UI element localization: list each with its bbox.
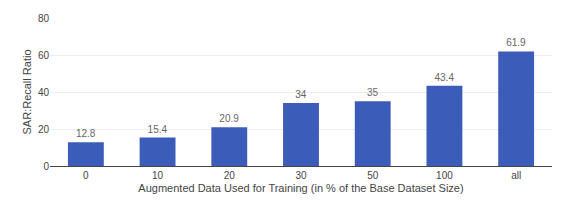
svg-text:80: 80 bbox=[38, 13, 50, 24]
svg-text:34: 34 bbox=[295, 89, 307, 100]
svg-text:SAR:Recall Ratio: SAR:Recall Ratio bbox=[21, 50, 33, 135]
svg-text:15.4: 15.4 bbox=[148, 124, 168, 135]
svg-text:40: 40 bbox=[38, 87, 50, 98]
svg-text:20.9: 20.9 bbox=[219, 113, 239, 124]
svg-text:30: 30 bbox=[295, 170, 307, 181]
svg-text:12.8: 12.8 bbox=[76, 128, 96, 139]
svg-text:all: all bbox=[511, 170, 521, 181]
svg-text:10: 10 bbox=[152, 170, 164, 181]
svg-text:43.4: 43.4 bbox=[434, 72, 454, 83]
svg-text:20: 20 bbox=[224, 170, 236, 181]
svg-text:60: 60 bbox=[38, 50, 50, 61]
svg-text:50: 50 bbox=[367, 170, 379, 181]
svg-text:35: 35 bbox=[367, 87, 379, 98]
svg-text:0: 0 bbox=[43, 161, 49, 172]
svg-text:20: 20 bbox=[38, 124, 50, 135]
svg-text:0: 0 bbox=[83, 170, 89, 181]
svg-text:Augmented Data Used for Traini: Augmented Data Used for Training (in % o… bbox=[138, 182, 463, 194]
svg-text:61.9: 61.9 bbox=[506, 37, 526, 48]
svg-text:100: 100 bbox=[436, 170, 453, 181]
